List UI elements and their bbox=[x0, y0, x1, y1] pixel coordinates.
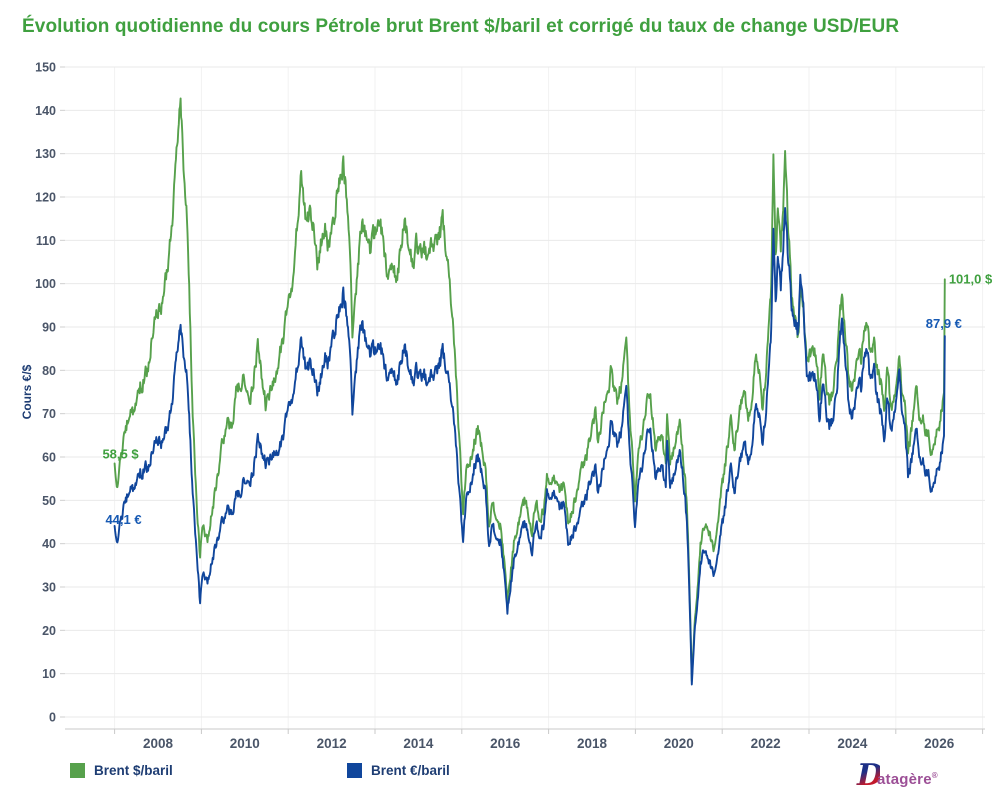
x-tick-label: 2020 bbox=[664, 736, 694, 751]
x-tick-label: 2018 bbox=[577, 736, 608, 751]
y-tick-label: 60 bbox=[42, 451, 56, 465]
page-title: Évolution quotidienne du cours Pétrole b… bbox=[22, 16, 900, 37]
y-tick-label: 10 bbox=[42, 667, 56, 681]
y-tick-label: 80 bbox=[42, 364, 56, 378]
x-tick-label: 2026 bbox=[924, 736, 955, 751]
legend-label-usd: Brent $/baril bbox=[94, 763, 173, 778]
y-tick-label: 140 bbox=[35, 104, 56, 118]
y-tick-label: 90 bbox=[42, 321, 56, 335]
series-line-brent-usd bbox=[113, 97, 946, 683]
y-tick-label: 20 bbox=[42, 624, 56, 638]
y-tick-label: 0 bbox=[49, 711, 56, 725]
value-annotation: 44,1 € bbox=[105, 512, 141, 527]
x-tick-label: 2010 bbox=[230, 736, 260, 751]
y-tick-label: 40 bbox=[42, 537, 56, 551]
logo-text: atagère bbox=[877, 771, 932, 788]
legend-label-eur: Brent €/baril bbox=[371, 763, 450, 778]
x-tick-label: 2008 bbox=[143, 736, 174, 751]
x-tick-label: 2012 bbox=[317, 736, 347, 751]
value-annotation: 58,5 $ bbox=[102, 447, 139, 462]
price-chart: 0 10 20 30 40 50 60 70 80 90 100 110 120 130 140 150 200… bbox=[35, 61, 993, 752]
y-tick-label: 110 bbox=[36, 234, 56, 248]
logo-registered-mark: ® bbox=[931, 771, 938, 780]
y-tick-label: 100 bbox=[35, 277, 56, 291]
y-tick-label: 70 bbox=[42, 407, 56, 421]
y-axis-title: Cours €/$ bbox=[20, 364, 34, 420]
logo-d-icon: D bbox=[856, 758, 880, 792]
series-line-brent-eur bbox=[113, 207, 946, 686]
datagere-logo: D atagère ® bbox=[856, 756, 938, 792]
y-tick-label: 30 bbox=[42, 581, 56, 595]
y-tick-label: 50 bbox=[42, 494, 56, 508]
value-annotation: 101,0 $ bbox=[949, 271, 993, 286]
y-tick-label: 150 bbox=[35, 61, 56, 75]
x-tick-label: 2014 bbox=[403, 736, 434, 751]
legend-item-brent-eur[interactable]: Brent €/baril bbox=[347, 763, 450, 778]
x-tick-label: 2022 bbox=[751, 736, 781, 751]
x-tick-label: 2024 bbox=[837, 736, 868, 751]
legend-swatch-eur bbox=[347, 763, 362, 778]
value-annotation: 87,9 € bbox=[926, 316, 962, 331]
y-tick-label: 130 bbox=[35, 147, 56, 161]
svg-text:D: D bbox=[856, 758, 880, 792]
legend-swatch-usd bbox=[70, 763, 85, 778]
y-tick-label: 120 bbox=[35, 191, 56, 205]
legend-item-brent-usd[interactable]: Brent $/baril bbox=[70, 763, 173, 778]
x-tick-label: 2016 bbox=[490, 736, 521, 751]
